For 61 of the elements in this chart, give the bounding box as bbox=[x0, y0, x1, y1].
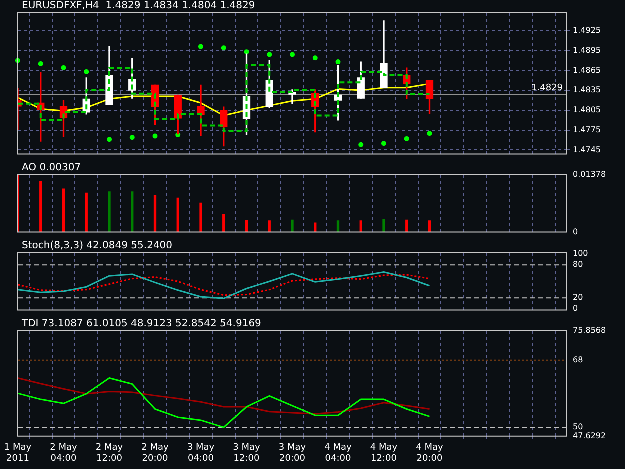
bar bbox=[200, 202, 202, 232]
point bbox=[198, 44, 204, 50]
y-tick-label: 80 bbox=[573, 260, 584, 270]
bar bbox=[245, 220, 248, 232]
y-tick-label: 1.4775 bbox=[573, 125, 601, 134]
y-tick-label: 1.4925 bbox=[573, 26, 601, 35]
point bbox=[336, 60, 341, 65]
ref-line-label: 1.4829 bbox=[532, 83, 564, 94]
y-tick-label: 20 bbox=[573, 293, 584, 302]
point bbox=[382, 141, 386, 146]
y-tick-label: 68 bbox=[573, 355, 584, 364]
point bbox=[84, 70, 90, 74]
bar bbox=[176, 198, 180, 232]
x-tick-label: 4 May 20:00 bbox=[416, 443, 444, 464]
chart-title: TDI 73.1087 61.0105 48.9123 52.8542 54.9169 bbox=[21, 318, 262, 330]
x-tick-label: 2 May 04:00 bbox=[50, 443, 78, 464]
bar bbox=[222, 214, 226, 232]
chart-title: Stoch(8,3,3) 42.0849 55.2400 bbox=[22, 240, 173, 252]
bar bbox=[40, 181, 42, 232]
y-tick-label: 1.4745 bbox=[573, 145, 601, 154]
point bbox=[312, 56, 318, 61]
bar bbox=[108, 192, 111, 232]
y-tick-label: 0.01378 bbox=[573, 170, 606, 180]
point bbox=[38, 62, 44, 67]
point bbox=[267, 52, 272, 58]
point bbox=[290, 52, 295, 58]
y-tick-label: 1.4835 bbox=[573, 86, 601, 95]
x-tick-label: 4 May 12:00 bbox=[370, 443, 398, 464]
x-tick-label: 3 May 12:00 bbox=[233, 443, 262, 464]
x-tick-label: 2 May 20:00 bbox=[142, 443, 170, 464]
x-tick-label: 3 May 04:00 bbox=[187, 443, 216, 464]
y-tick-label: 1.4895 bbox=[573, 46, 601, 55]
chart-title: AO 0.00307 bbox=[22, 162, 82, 174]
point bbox=[61, 66, 66, 71]
x-tick-label: 3 May 20:00 bbox=[278, 443, 307, 464]
point bbox=[130, 135, 135, 140]
y-tick-label: 0 bbox=[573, 227, 578, 236]
x-tick-label: 2 May 12:00 bbox=[96, 443, 124, 464]
y-tick-label: 1.4805 bbox=[573, 106, 601, 115]
point bbox=[404, 136, 410, 142]
point bbox=[358, 142, 364, 148]
y-tick-label: 100 bbox=[573, 249, 588, 258]
chart-title: EURUSDFXF,H4 1.4829 1.4834 1.4804 1.4829 bbox=[22, 0, 256, 12]
point bbox=[107, 137, 112, 142]
bar bbox=[291, 220, 294, 232]
x-tick-label: 1 May 2011 bbox=[4, 443, 32, 464]
y-tick-label: 50 bbox=[573, 422, 584, 432]
bar bbox=[154, 195, 157, 232]
bar bbox=[131, 192, 134, 232]
point bbox=[221, 46, 226, 51]
x-tick-label: 4 May 04:00 bbox=[324, 443, 353, 464]
y-tick-label: 75.8568 bbox=[573, 326, 606, 336]
y-tick-label: 1.4865 bbox=[573, 66, 601, 75]
bar bbox=[85, 192, 88, 232]
bar bbox=[382, 219, 386, 232]
bar bbox=[62, 188, 66, 232]
y-tick-label: 47.6292 bbox=[573, 431, 606, 440]
point bbox=[244, 50, 250, 55]
point bbox=[427, 131, 432, 136]
y-tick-label: 0 bbox=[573, 304, 578, 314]
point bbox=[152, 134, 158, 139]
